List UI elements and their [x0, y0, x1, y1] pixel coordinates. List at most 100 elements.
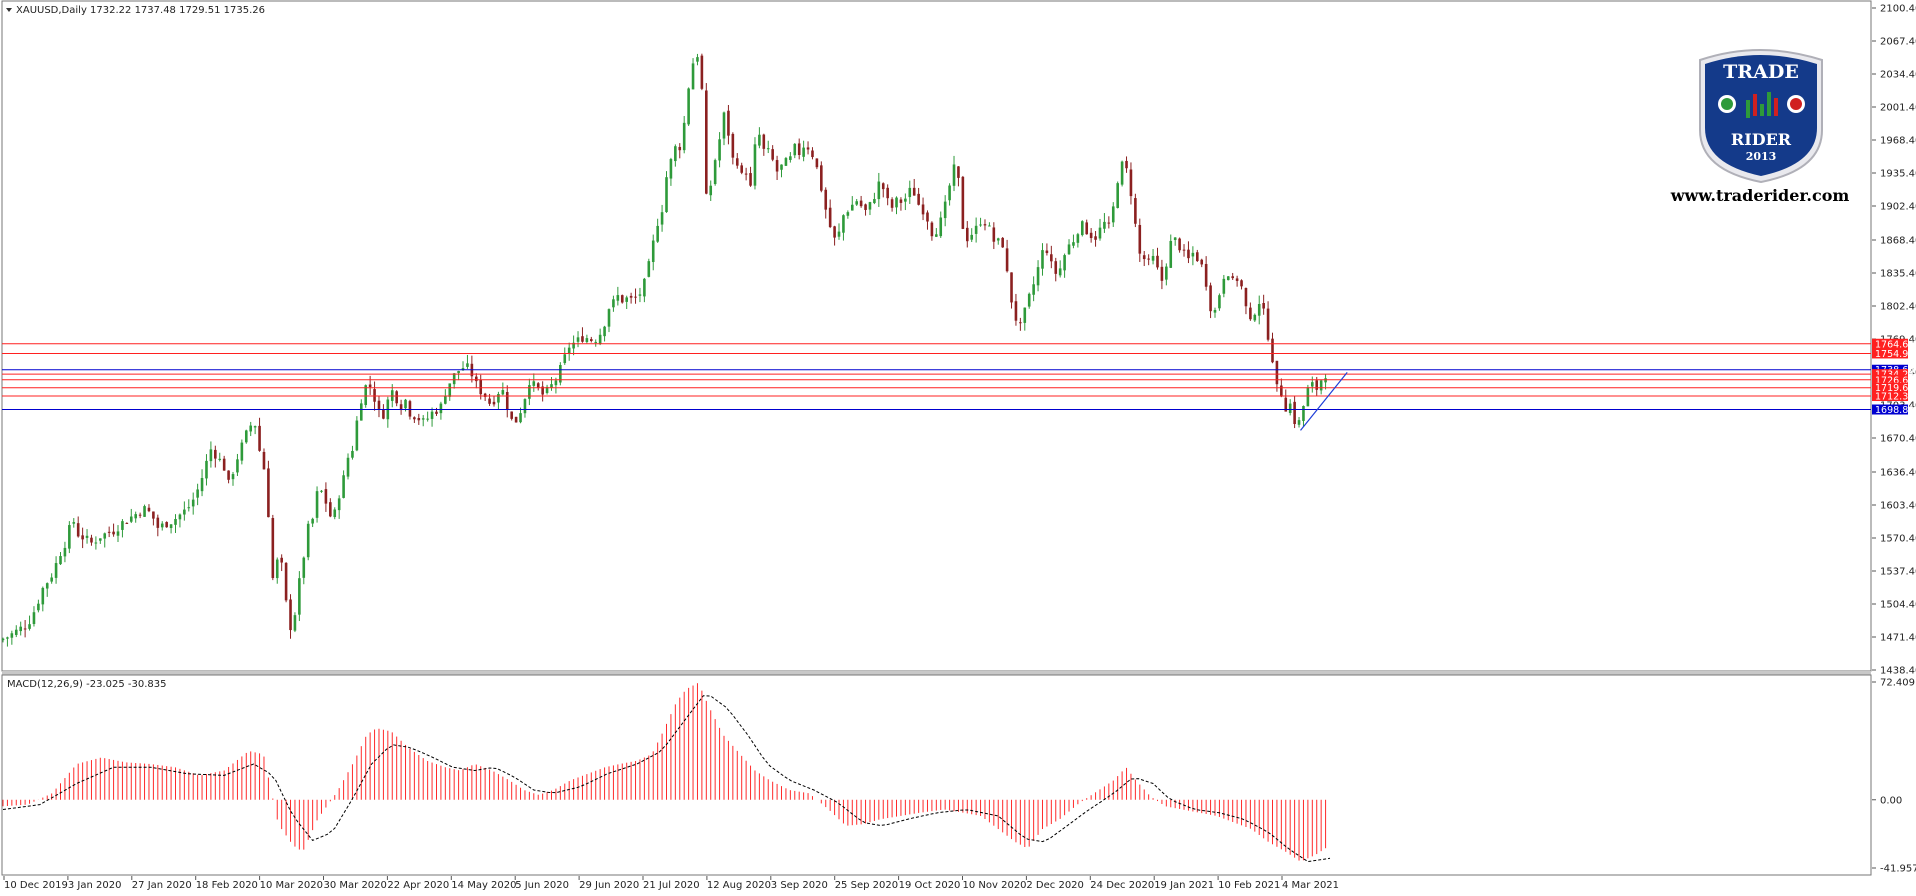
website-url[interactable]: www.traderider.com [1670, 186, 1850, 205]
candle-bull [935, 234, 938, 237]
candle-bull [603, 326, 606, 337]
candle-bull [1080, 221, 1084, 236]
candle-bear [1160, 266, 1164, 281]
candle-bull [94, 542, 98, 544]
candle-bear [1209, 285, 1212, 312]
price-tick-label: 2100.40 [1880, 4, 1916, 15]
price-tick-label: 1902.40 [1880, 202, 1916, 213]
candle-bear [890, 199, 894, 208]
logo-text-rider: RIDER [1731, 130, 1792, 149]
candle-bull [550, 384, 553, 388]
candle-bull [758, 134, 761, 146]
candle-bear [1231, 276, 1234, 279]
candle-bear [1010, 272, 1013, 303]
candle-bear [267, 468, 270, 518]
candle-bear [382, 409, 385, 419]
time-tick-label: 30 Mar 2020 [324, 880, 387, 891]
candle-bull [187, 507, 191, 509]
candle-bull [780, 164, 783, 170]
price-label-text: 1712.38 [1875, 392, 1914, 403]
candle-bull [660, 212, 664, 225]
candle-bull [293, 615, 297, 631]
price-label-text: 1719.67 [1875, 383, 1914, 394]
candle-bull [99, 538, 102, 541]
candle-bull [404, 399, 407, 409]
candle-bull [532, 381, 536, 386]
candle-bear [705, 90, 708, 194]
candle-bull [1098, 227, 1102, 239]
time-tick-label: 19 Jan 2021 [1154, 880, 1214, 891]
collapse-triangle-icon[interactable] [6, 8, 12, 12]
candle-bear [505, 392, 509, 410]
candle-bear [125, 522, 129, 524]
trendline[interactable] [1300, 372, 1348, 431]
candle-bear [1005, 248, 1009, 272]
candle-bull [837, 231, 841, 237]
candle-bull [643, 278, 646, 297]
candle-bear [1085, 222, 1089, 235]
candle-bull [231, 474, 235, 480]
candle-bull [691, 63, 695, 90]
candle-bear [735, 158, 739, 166]
price-label-text: 1698.89 [1875, 405, 1914, 416]
candle-bear [620, 295, 624, 303]
candle-bull [311, 518, 314, 524]
candle-bear [280, 557, 283, 563]
candle-bull [143, 506, 146, 517]
candle-bear [1293, 401, 1296, 425]
candle-bear [1054, 261, 1058, 274]
candle-bull [1213, 309, 1217, 313]
candle-bear [258, 425, 261, 451]
candle-bull [452, 373, 456, 385]
candle-bull [63, 547, 67, 557]
candle-bull [244, 430, 248, 443]
candle-bull [904, 198, 907, 202]
candle-bear [479, 379, 483, 395]
candle-bear [912, 187, 916, 196]
candle-bear [957, 166, 960, 178]
candle-bear [227, 470, 230, 480]
price-label-box [1872, 404, 1908, 415]
candle-bear [899, 199, 903, 203]
candle-bear [811, 150, 814, 158]
candle-bear [262, 451, 266, 470]
candle-bear [700, 55, 704, 89]
main-plot-area[interactable] [1, 0, 1872, 672]
candle-bear [1125, 160, 1128, 169]
candle-bull [802, 147, 805, 157]
macd-plot-area[interactable] [1, 674, 1872, 876]
price-label-box [1872, 391, 1908, 402]
candle-bull [6, 637, 9, 639]
candle-bear [881, 183, 885, 190]
time-tick-label: 12 Aug 2020 [707, 880, 771, 891]
candle-bear [634, 296, 637, 298]
candle-bull [54, 563, 58, 578]
candle-bull [753, 144, 757, 186]
candle-bear [1178, 238, 1181, 251]
candle-bull [545, 386, 549, 393]
time-tick-label: 10 Nov 2020 [963, 880, 1027, 891]
candle-bear [165, 522, 168, 528]
time-tick-label: 19 Oct 2020 [899, 880, 961, 891]
candle-bull [426, 418, 429, 420]
candle-bull [1257, 303, 1261, 316]
candle-bull [342, 475, 345, 498]
candle-bear [1001, 237, 1004, 248]
candle-bull [253, 426, 257, 428]
candle-bull [351, 450, 354, 458]
time-tick-label: 10 Mar 2020 [260, 880, 323, 891]
candle-bear [474, 376, 478, 382]
candle-bull [1103, 221, 1106, 229]
candle-bull [1076, 234, 1080, 243]
candle-bull [466, 363, 469, 367]
candle-bear [222, 458, 226, 471]
candle-bear [271, 518, 275, 579]
candle-bull [1, 638, 5, 641]
pane-splitter[interactable] [2, 671, 1871, 675]
candle-bull [1041, 250, 1044, 269]
candle-bear [1200, 259, 1204, 265]
candle-bear [797, 143, 801, 156]
candle-bull [674, 146, 677, 162]
candle-bear [1019, 322, 1022, 324]
macd-axis: 72.409 0.00 -41.957 [1872, 678, 1916, 875]
